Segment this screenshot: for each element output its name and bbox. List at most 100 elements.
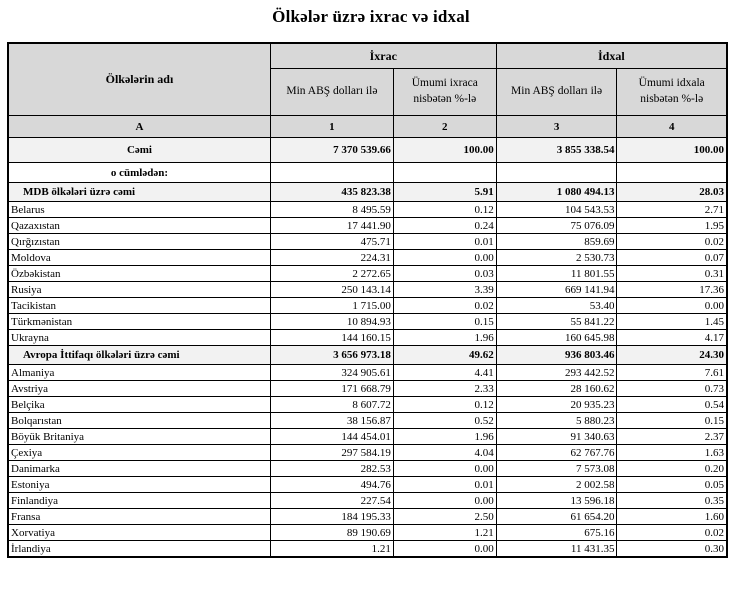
- value-pct-cell: 2.71: [616, 201, 728, 218]
- table-row: İrlandiya 1.21 0.00 11 431.35 0.30: [7, 540, 728, 558]
- value-pct-cell: 0.05: [616, 476, 728, 493]
- country-name-cell: Danimarka: [7, 460, 271, 477]
- country-name-cell: İrlandiya: [7, 540, 271, 558]
- table-row: o cümlədən:: [7, 162, 728, 183]
- header-import-pct: Ümumi idxala nisbətən %-lə: [616, 68, 728, 116]
- table-row: Tacikistan 1 715.00 0.02 53.40 0.00: [7, 297, 728, 314]
- header-group-import: İdxal: [495, 42, 728, 69]
- value-pct-cell: 100.00: [616, 137, 728, 163]
- value-usd-cell: 144 160.15: [269, 329, 394, 346]
- table-row: Çexiya 297 584.19 4.04 62 767.76 1.63: [7, 444, 728, 461]
- value-pct-cell: 0.15: [616, 412, 728, 429]
- value-usd-cell: 227.54: [269, 492, 394, 509]
- value-usd-cell: 17 441.90: [269, 217, 394, 234]
- header-country-name: Ölkələrin adı: [7, 42, 271, 116]
- country-name-cell: Qırğızıstan: [7, 233, 271, 250]
- value-usd-cell: 250 143.14: [269, 281, 394, 298]
- value-usd-cell: 11 431.35: [495, 540, 618, 558]
- value-pct-cell: 1.95: [616, 217, 728, 234]
- value-usd-cell: 224.31: [269, 249, 394, 266]
- value-usd-cell: 3 656 973.18: [269, 345, 394, 365]
- table-row: Ukrayna 144 160.15 1.96 160 645.98 4.17: [7, 329, 728, 346]
- value-pct-cell: 0.12: [392, 396, 497, 413]
- value-usd-cell: 91 340.63: [495, 428, 618, 445]
- header-index-1: 1: [269, 115, 394, 138]
- country-name-cell: Özbəkistan: [7, 265, 271, 282]
- value-pct-cell: 0.12: [392, 201, 497, 218]
- header-group-export: İxrac: [269, 42, 497, 69]
- value-usd-cell: 324 905.61: [269, 364, 394, 381]
- header-index-3: 3: [495, 115, 618, 138]
- value-pct-cell: 4.04: [392, 444, 497, 461]
- value-usd-cell: 1.21: [269, 540, 394, 558]
- value-pct-cell: 0.00: [392, 492, 497, 509]
- value-usd-cell: 936 803.46: [495, 345, 618, 365]
- value-usd-cell: 28 160.62: [495, 380, 618, 397]
- country-name-cell: Fransa: [7, 508, 271, 525]
- value-pct-cell: 0.30: [616, 540, 728, 558]
- value-pct-cell: 1.45: [616, 313, 728, 330]
- value-pct-cell: 0.15: [392, 313, 497, 330]
- table-row: Moldova 224.31 0.00 2 530.73 0.07: [7, 249, 728, 266]
- page-corner-label: Cədvəl 4: [676, 0, 728, 4]
- country-name-cell: Moldova: [7, 249, 271, 266]
- value-pct-cell: [392, 162, 497, 183]
- value-usd-cell: 55 841.22: [495, 313, 618, 330]
- table-row: Danimarka 282.53 0.00 7 573.08 0.20: [7, 460, 728, 477]
- table-row: Almaniya 324 905.61 4.41 293 442.52 7.61: [7, 364, 728, 381]
- table-row: Fransa 184 195.33 2.50 61 654.20 1.60: [7, 508, 728, 525]
- value-pct-cell: 0.35: [616, 492, 728, 509]
- table-row: Rusiya 250 143.14 3.39 669 141.94 17.36: [7, 281, 728, 298]
- value-usd-cell: 297 584.19: [269, 444, 394, 461]
- value-usd-cell: 104 543.53: [495, 201, 618, 218]
- value-usd-cell: 475.71: [269, 233, 394, 250]
- value-pct-cell: 0.02: [392, 297, 497, 314]
- value-pct-cell: 4.17: [616, 329, 728, 346]
- table-row: Özbəkistan 2 272.65 0.03 11 801.55 0.31: [7, 265, 728, 282]
- table-row: Avropa İttifaqı ölkələri üzrə cəmi 3 656 …: [7, 345, 728, 365]
- table-row: Türkmənistan 10 894.93 0.15 55 841.22 1.45: [7, 313, 728, 330]
- value-usd-cell: [495, 162, 618, 183]
- table-row: Cəmi 7 370 539.66 100.00 3 855 338.54 100.00: [7, 137, 728, 163]
- value-usd-cell: 144 454.01: [269, 428, 394, 445]
- value-pct-cell: 0.31: [616, 265, 728, 282]
- value-usd-cell: 184 195.33: [269, 508, 394, 525]
- value-pct-cell: 49.62: [392, 345, 497, 365]
- table-row: Qazaxıstan 17 441.90 0.24 75 076.09 1.95: [7, 217, 728, 234]
- value-usd-cell: 669 141.94: [495, 281, 618, 298]
- value-usd-cell: 2 002.58: [495, 476, 618, 493]
- value-pct-cell: 28.03: [616, 182, 728, 202]
- table-row: Avstriya 171 668.79 2.33 28 160.62 0.73: [7, 380, 728, 397]
- table-row: Qırğızıstan 475.71 0.01 859.69 0.02: [7, 233, 728, 250]
- value-pct-cell: 0.02: [616, 233, 728, 250]
- value-pct-cell: 17.36: [616, 281, 728, 298]
- value-pct-cell: 0.00: [392, 540, 497, 558]
- value-usd-cell: 62 767.76: [495, 444, 618, 461]
- value-usd-cell: 675.16: [495, 524, 618, 541]
- country-name-cell: Almaniya: [7, 364, 271, 381]
- value-usd-cell: 20 935.23: [495, 396, 618, 413]
- value-pct-cell: 0.01: [392, 233, 497, 250]
- value-pct-cell: 0.01: [392, 476, 497, 493]
- value-pct-cell: 0.54: [616, 396, 728, 413]
- value-usd-cell: 3 855 338.54: [495, 137, 618, 163]
- value-usd-cell: 282.53: [269, 460, 394, 477]
- country-name-cell: Çexiya: [7, 444, 271, 461]
- country-name-cell: Finlandiya: [7, 492, 271, 509]
- value-usd-cell: 859.69: [495, 233, 618, 250]
- value-usd-cell: [269, 162, 394, 183]
- header-index-2: 2: [392, 115, 497, 138]
- value-pct-cell: 5.91: [392, 182, 497, 202]
- value-pct-cell: 0.02: [616, 524, 728, 541]
- table-row: MDB ölkələri üzrə cəmi 435 823.38 5.91 1 08…: [7, 182, 728, 202]
- country-name-cell: Avstriya: [7, 380, 271, 397]
- value-usd-cell: 11 801.55: [495, 265, 618, 282]
- value-pct-cell: 0.20: [616, 460, 728, 477]
- value-pct-cell: 1.96: [392, 329, 497, 346]
- header-index-a: A: [7, 115, 271, 138]
- value-pct-cell: 3.39: [392, 281, 497, 298]
- table-body: Cəmi 7 370 539.66 100.00 3 855 338.54 100.00…: [7, 137, 728, 558]
- table-header: Ölkələrin adı İxrac İdxal Min ABŞ dollar…: [7, 42, 728, 138]
- value-pct-cell: 2.37: [616, 428, 728, 445]
- table-row: Finlandiya 227.54 0.00 13 596.18 0.35: [7, 492, 728, 509]
